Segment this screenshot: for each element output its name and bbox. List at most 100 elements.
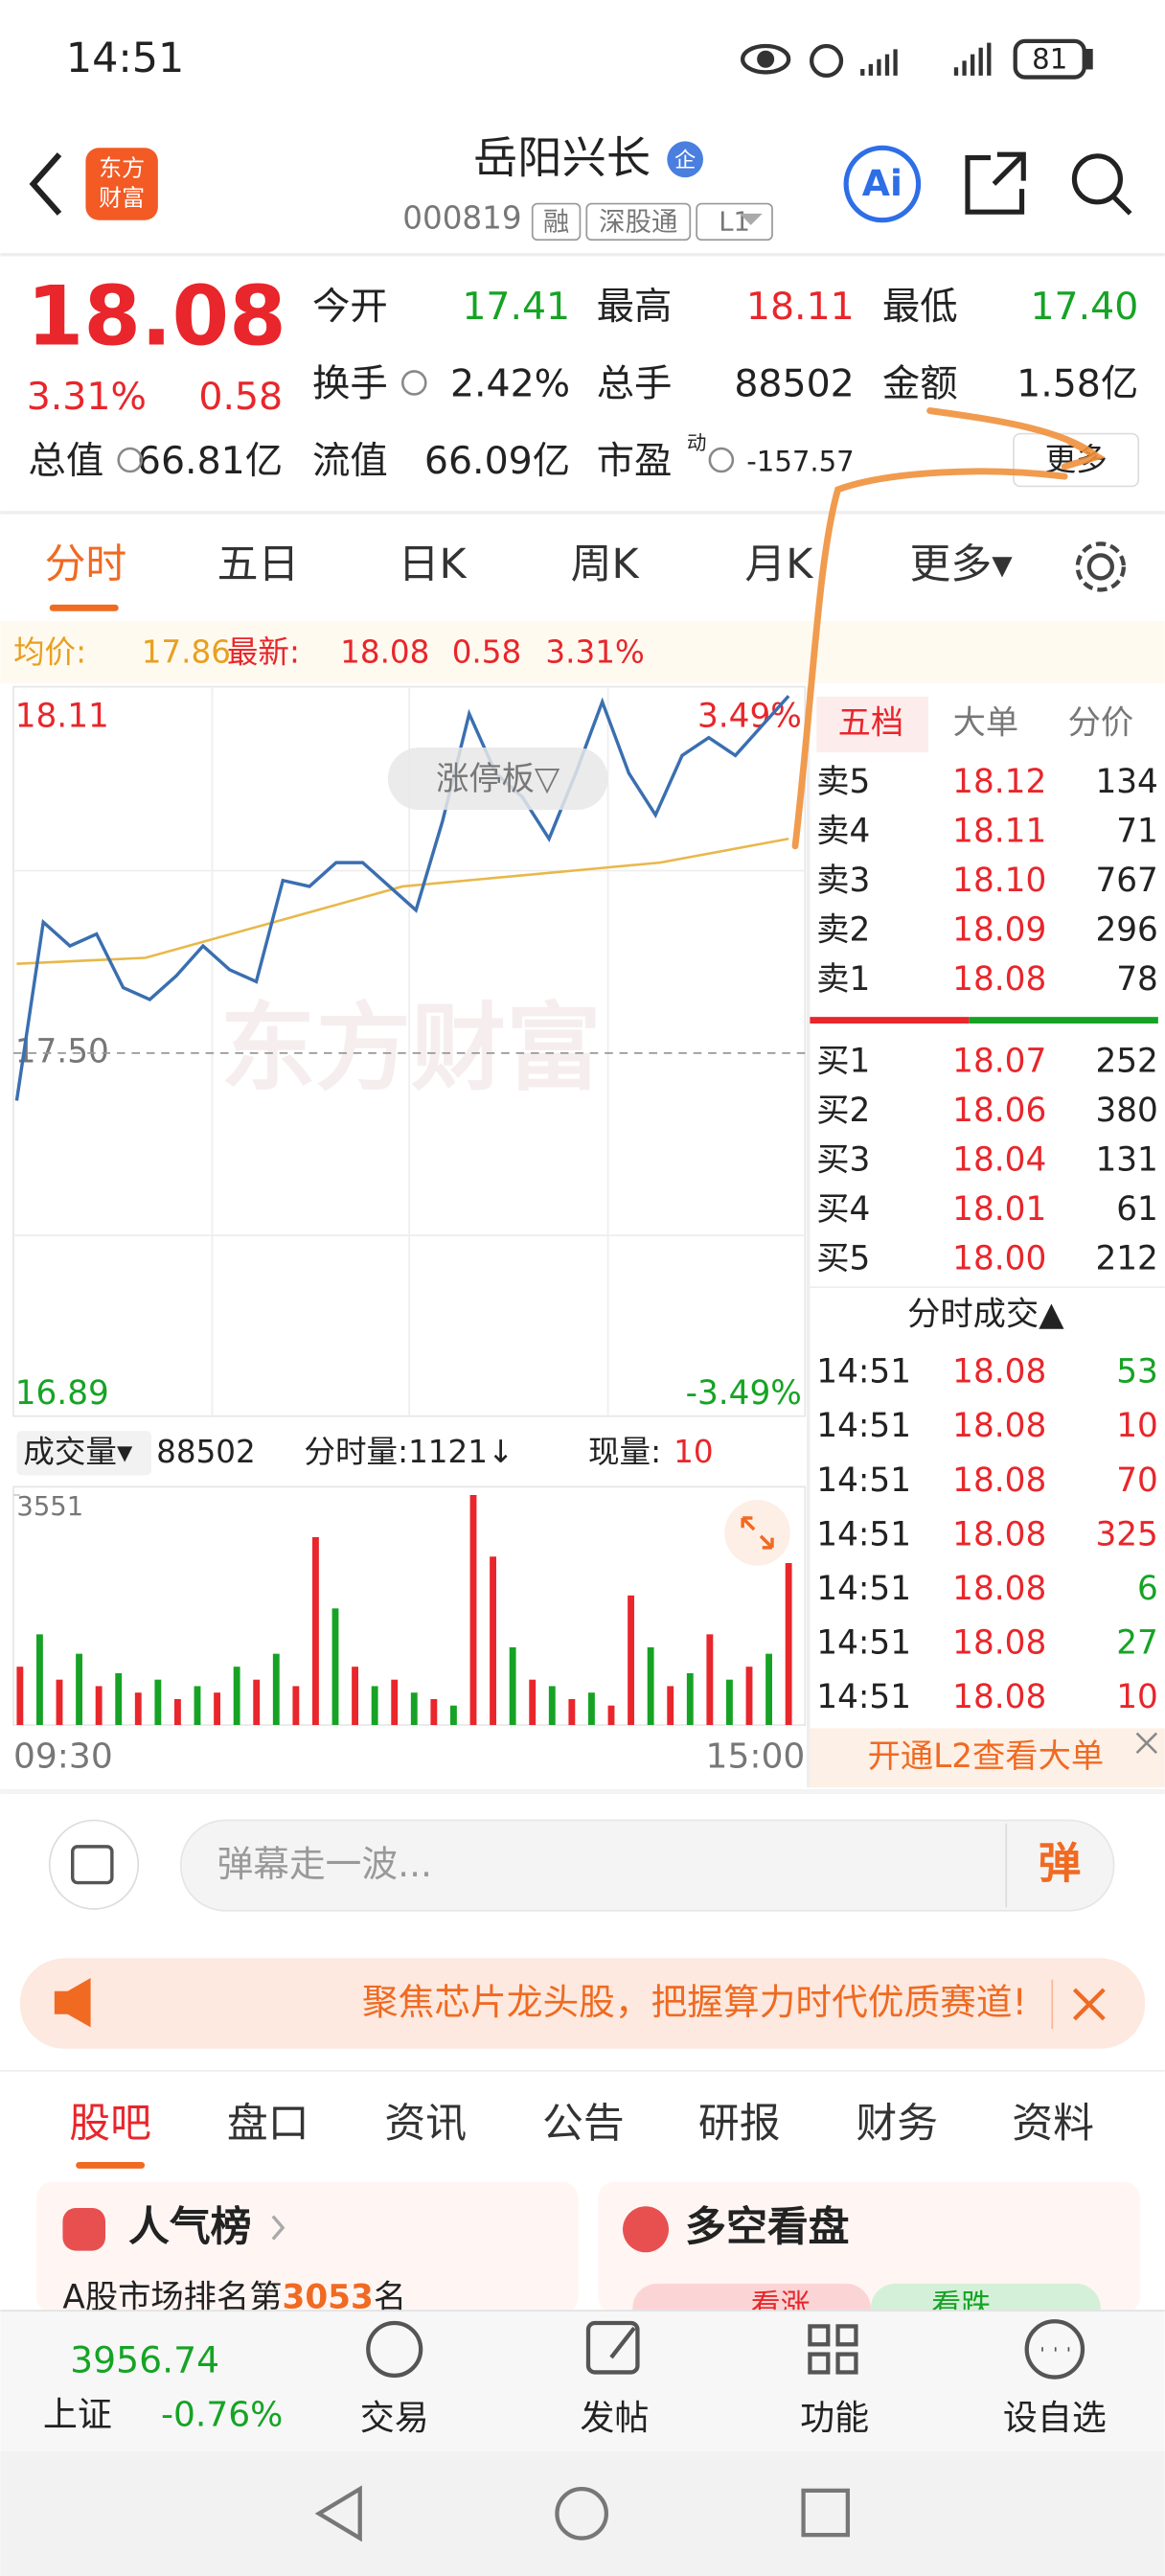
field-value: -157.57: [746, 445, 854, 477]
l2-bar[interactable]: [810, 1728, 1165, 1788]
banner[interactable]: [19, 1958, 1146, 2049]
tab[interactable]: 周K: [571, 540, 640, 588]
close-banner[interactable]: [1072, 1988, 1106, 2021]
volume-bar: [490, 1556, 496, 1725]
trade-time: 14:51: [816, 1570, 911, 1608]
volume-select[interactable]: [16, 1431, 151, 1476]
hot-card[interactable]: [36, 2181, 579, 2313]
x-tick-label: 15:00: [706, 1736, 806, 1776]
volume-bar: [331, 1608, 339, 1725]
tab[interactable]: 日K: [399, 540, 468, 588]
info-bar: [0, 621, 1165, 684]
current-label: 现量:: [588, 1434, 661, 1470]
expand-button[interactable]: [724, 1500, 790, 1566]
tab[interactable]: 分时: [45, 540, 127, 588]
clock: 14:51: [66, 34, 184, 82]
volume-bar: [56, 1679, 63, 1725]
trade-time: 14:51: [816, 1407, 911, 1445]
volume-bar: [95, 1686, 103, 1725]
nav-item[interactable]: 功能: [800, 2399, 869, 2438]
trade-price: 18.08: [952, 1515, 1046, 1553]
trade-volume: 27: [1116, 1624, 1158, 1663]
divider: [1005, 1823, 1008, 1908]
content-tab[interactable]: 股吧: [69, 2100, 151, 2148]
l2-text: 开通L2查看大单: [868, 1737, 1104, 1776]
annotation: [791, 407, 1107, 850]
trade-time: 14:51: [816, 1624, 911, 1663]
battery: 81: [1032, 42, 1067, 75]
field-value: 17.40: [1030, 285, 1138, 329]
danmaku-button[interactable]: 弹: [1039, 1838, 1082, 1888]
order-volume: 78: [1116, 960, 1158, 999]
minute-volume: 分时量:1121↓: [304, 1434, 514, 1470]
tab[interactable]: 更多▾: [910, 540, 1014, 588]
tab[interactable]: 月K: [744, 540, 813, 588]
field-label: 流值: [312, 439, 388, 483]
limit-button[interactable]: [387, 748, 608, 811]
content-tab[interactable]: 公告: [542, 2100, 625, 2148]
back-button[interactable]: [29, 152, 62, 216]
nav-item[interactable]: 设自选: [1003, 2399, 1107, 2438]
danmaku-toggle[interactable]: [48, 1819, 140, 1910]
side-tab[interactable]: 大单: [953, 703, 1019, 742]
dropdown[interactable]: [739, 213, 763, 225]
volume-bar: [706, 1634, 714, 1725]
search-button[interactable]: [1071, 153, 1123, 205]
watermark: 东方财富: [220, 994, 602, 1104]
order-volume: 131: [1095, 1141, 1157, 1180]
volume-bar: [292, 1686, 300, 1725]
order-price: 18.04: [952, 1141, 1046, 1180]
order-price: 18.07: [952, 1043, 1046, 1081]
limit-label: 涨停板▽: [436, 760, 560, 798]
system-buttons[interactable]: [314, 2485, 850, 2542]
last-value: 18.08: [340, 633, 429, 670]
volume-bar: [785, 1563, 792, 1725]
divider: [0, 511, 1165, 515]
divider: [810, 1286, 1165, 1288]
index-name: 上证: [43, 2396, 112, 2435]
side-tab-active: [816, 696, 928, 753]
volume-bar: [726, 1679, 733, 1725]
volume-bar: [371, 1686, 378, 1725]
system-nav: [0, 2450, 1165, 2576]
tag: [531, 202, 582, 242]
order-label: 卖4: [816, 813, 870, 851]
settings-button[interactable]: [1075, 541, 1126, 592]
comment-input[interactable]: [180, 1819, 1115, 1912]
close-l2[interactable]: [1135, 1732, 1158, 1755]
index-value[interactable]: 3956.74: [70, 2339, 219, 2381]
volume-bar: [430, 1698, 438, 1725]
volume-bar: [115, 1672, 123, 1725]
field-label: 最低: [882, 285, 958, 329]
volume-bar: [628, 1595, 634, 1725]
content-tab[interactable]: 财务: [856, 2100, 938, 2148]
trade-volume: 325: [1095, 1515, 1157, 1553]
content-tab[interactable]: 盘口: [227, 2100, 309, 2148]
trade-volume: 70: [1116, 1461, 1158, 1500]
hot-title: 人气榜: [128, 2203, 252, 2251]
content-tab[interactable]: 资料: [1012, 2100, 1094, 2148]
order-price: 18.00: [952, 1239, 1046, 1277]
search-handle: [1111, 195, 1132, 216]
last-label: 最新:: [227, 633, 300, 670]
volume-bar: [647, 1646, 654, 1725]
share-button[interactable]: [965, 151, 1026, 215]
tab[interactable]: 五日: [217, 540, 300, 588]
order-price: 18.09: [952, 910, 1046, 949]
nav-item[interactable]: 交易: [360, 2399, 429, 2438]
trade-volume: 53: [1116, 1353, 1158, 1392]
side-tab[interactable]: 五档: [838, 703, 904, 742]
vs-card[interactable]: [598, 2181, 1140, 2313]
y-tick-label: 18.11: [15, 698, 109, 736]
rank-prefix: A股市场排名第: [62, 2278, 282, 2316]
side-tab[interactable]: 分价: [1068, 703, 1134, 742]
content-tab[interactable]: 研报: [698, 2100, 781, 2148]
logo[interactable]: [85, 148, 158, 220]
content-tab[interactable]: 资讯: [384, 2100, 467, 2148]
order-label: 买4: [816, 1190, 870, 1229]
pct-label: 3.49%: [697, 698, 802, 736]
ai-button[interactable]: [843, 145, 922, 223]
volume-bar: [134, 1692, 142, 1725]
nav-item[interactable]: 发帖: [580, 2399, 649, 2438]
